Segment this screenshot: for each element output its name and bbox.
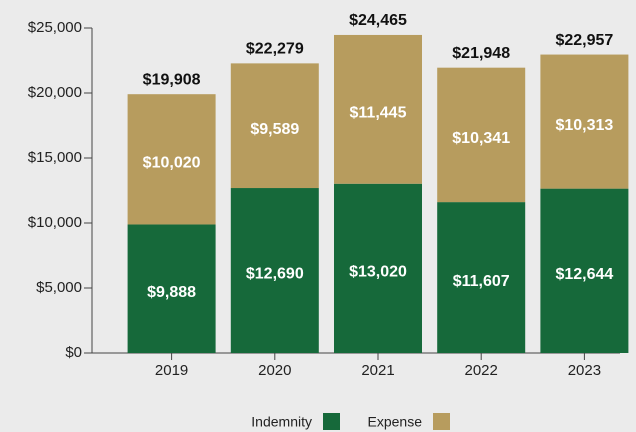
total-label: $22,279	[246, 41, 304, 58]
bar-segment	[334, 183, 422, 353]
bar-segment	[540, 188, 629, 353]
segment-label: $11,607	[453, 273, 510, 290]
segment-label: $12,644	[555, 266, 613, 283]
segment-label: $13,020	[349, 264, 407, 281]
bar-segment	[127, 224, 216, 353]
bar-segment	[540, 54, 629, 189]
x-tick-label: 2023	[568, 362, 601, 379]
legend-swatch	[323, 413, 340, 430]
y-tick-label: $15,000	[28, 149, 82, 166]
y-tick-label: $0	[65, 344, 82, 361]
segment-label: $9,589	[250, 121, 299, 138]
segment-label: $12,690	[246, 266, 304, 283]
total-label: $19,908	[143, 71, 201, 88]
legend-swatch	[433, 413, 450, 430]
bar-segment	[230, 63, 319, 189]
segment-label: $11,445	[350, 105, 407, 122]
segment-label: $10,341	[452, 130, 510, 147]
segment-label: $9,888	[147, 284, 196, 301]
bar-segment	[437, 202, 526, 353]
y-tick-label: $25,000	[28, 19, 82, 36]
legend-label: Indemnity	[251, 414, 312, 430]
bar-segment	[127, 94, 216, 225]
segment-label: $10,020	[143, 155, 201, 172]
y-tick-label: $20,000	[28, 84, 82, 101]
y-tick-label: $5,000	[36, 279, 82, 296]
y-tick-label: $10,000	[28, 214, 82, 231]
bar-segment	[334, 34, 422, 184]
x-tick-label: 2021	[361, 362, 394, 379]
x-tick-label: 2022	[465, 362, 498, 379]
x-tick-label: 2019	[155, 362, 188, 379]
total-label: $24,465	[349, 12, 407, 29]
x-tick-label: 2020	[258, 362, 291, 379]
total-label: $22,957	[555, 32, 613, 49]
total-label: $21,948	[452, 45, 510, 62]
legend-label: Expense	[368, 414, 423, 430]
bar-segment	[230, 188, 319, 353]
bar-segment	[437, 67, 526, 203]
segment-label: $10,313	[555, 117, 613, 134]
